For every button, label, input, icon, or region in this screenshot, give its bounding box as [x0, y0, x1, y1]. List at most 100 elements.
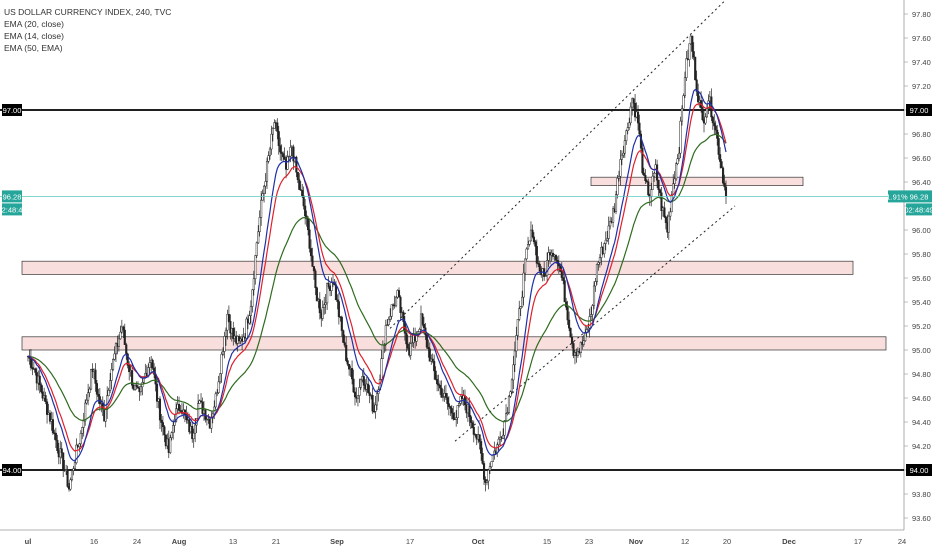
- candle-body: [717, 138, 720, 155]
- candle-body: [114, 343, 118, 355]
- candle-body: [380, 358, 383, 380]
- candle-body: [638, 122, 641, 135]
- candle-body: [598, 257, 601, 263]
- candle-body: [720, 161, 723, 169]
- candle-body: [723, 182, 726, 188]
- candle-body: [653, 173, 656, 177]
- candle-body: [441, 396, 445, 398]
- y-tick-label: 95.80: [912, 250, 931, 259]
- x-tick-label: 21: [272, 537, 280, 546]
- candle-body: [676, 158, 679, 164]
- y-tick-label: 96.80: [912, 130, 931, 139]
- candle-body: [232, 328, 235, 339]
- candle-body: [604, 239, 607, 244]
- y-tick-label: 97.60: [912, 34, 931, 43]
- candle-body: [249, 306, 252, 316]
- candle-body: [546, 260, 549, 276]
- candle-body: [456, 405, 459, 419]
- x-tick-label: 23: [585, 537, 593, 546]
- candle-body: [160, 419, 163, 423]
- legend-ema-14: EMA (14, close): [4, 31, 64, 41]
- candle-body: [450, 408, 453, 414]
- countdown-badge-left: 02:48:49: [0, 205, 27, 214]
- candle-body: [371, 394, 374, 412]
- level-badge-right-97-bg: [906, 104, 932, 116]
- level-badge-left-97-bg: [2, 104, 22, 116]
- candle-body: [439, 384, 442, 389]
- y-tick-label: 94.60: [912, 394, 931, 403]
- candle-body: [547, 252, 550, 261]
- candle-body: [41, 391, 44, 399]
- level-badge-left-94: 94.00: [3, 466, 22, 475]
- candle-body: [356, 395, 359, 399]
- candle-body: [597, 262, 600, 265]
- candle-body: [131, 370, 134, 386]
- candle-body: [192, 432, 195, 440]
- candle-body: [522, 272, 525, 298]
- candle-body: [685, 58, 688, 78]
- candle-body: [270, 133, 273, 150]
- candle-body: [431, 358, 434, 362]
- support-resistance-zone: [590, 176, 804, 186]
- candle-body: [326, 283, 329, 304]
- candle-body: [299, 189, 302, 191]
- candle-body: [368, 392, 371, 396]
- candle-body: [271, 128, 274, 135]
- candle-body: [688, 43, 691, 60]
- candle-body: [660, 192, 663, 212]
- candle-body: [263, 185, 266, 194]
- candle-body: [104, 409, 107, 422]
- candle-body: [471, 422, 474, 428]
- candle-body: [264, 181, 267, 187]
- candle-body: [587, 327, 590, 330]
- candle-body: [562, 277, 565, 281]
- candle-body: [345, 344, 348, 361]
- level-badge-left-94-bg: [2, 464, 22, 476]
- candle-body: [151, 359, 154, 369]
- x-tick-label: 17: [406, 537, 414, 546]
- candle-body: [519, 306, 522, 309]
- candle-body: [459, 396, 462, 404]
- candle-body: [70, 470, 74, 481]
- candle-body: [395, 296, 398, 307]
- candle-body: [632, 98, 635, 104]
- candle-body: [117, 338, 120, 347]
- candle-body: [406, 343, 409, 349]
- y-tick-label: 96.60: [912, 154, 931, 163]
- candle-body: [301, 190, 304, 197]
- ema-20-line: [27, 103, 727, 452]
- candle-body: [307, 218, 310, 231]
- candle-body: [617, 175, 621, 179]
- candle-body: [188, 419, 191, 433]
- candle-body: [334, 284, 337, 301]
- candle-body: [609, 220, 612, 227]
- candle-body: [78, 443, 81, 448]
- candle-body: [658, 189, 662, 194]
- candle-body: [260, 199, 263, 218]
- candle-body: [346, 360, 349, 365]
- price-badge-right-bg: [906, 190, 932, 203]
- candle-body: [603, 243, 606, 254]
- candle-body: [554, 254, 557, 261]
- x-tick-label: 13: [229, 537, 237, 546]
- x-tick-label: 20: [723, 537, 731, 546]
- candle-body: [161, 422, 164, 428]
- candle-body: [309, 248, 313, 257]
- candle-body: [125, 344, 128, 355]
- candle-body: [713, 122, 716, 127]
- candle-body: [616, 178, 619, 195]
- candle-body: [245, 318, 248, 339]
- candle-body: [123, 329, 126, 345]
- candle-body: [81, 427, 84, 434]
- candle-body: [566, 306, 569, 321]
- candle-body: [292, 146, 295, 162]
- y-tick-label: 96.40: [912, 178, 931, 187]
- candle-body: [34, 368, 37, 373]
- candle-body: [636, 111, 640, 124]
- candle-body: [682, 95, 685, 109]
- candle-body: [446, 397, 449, 404]
- candle-body: [594, 281, 597, 287]
- x-tick-label: ul: [25, 537, 32, 546]
- candle-body: [351, 368, 354, 380]
